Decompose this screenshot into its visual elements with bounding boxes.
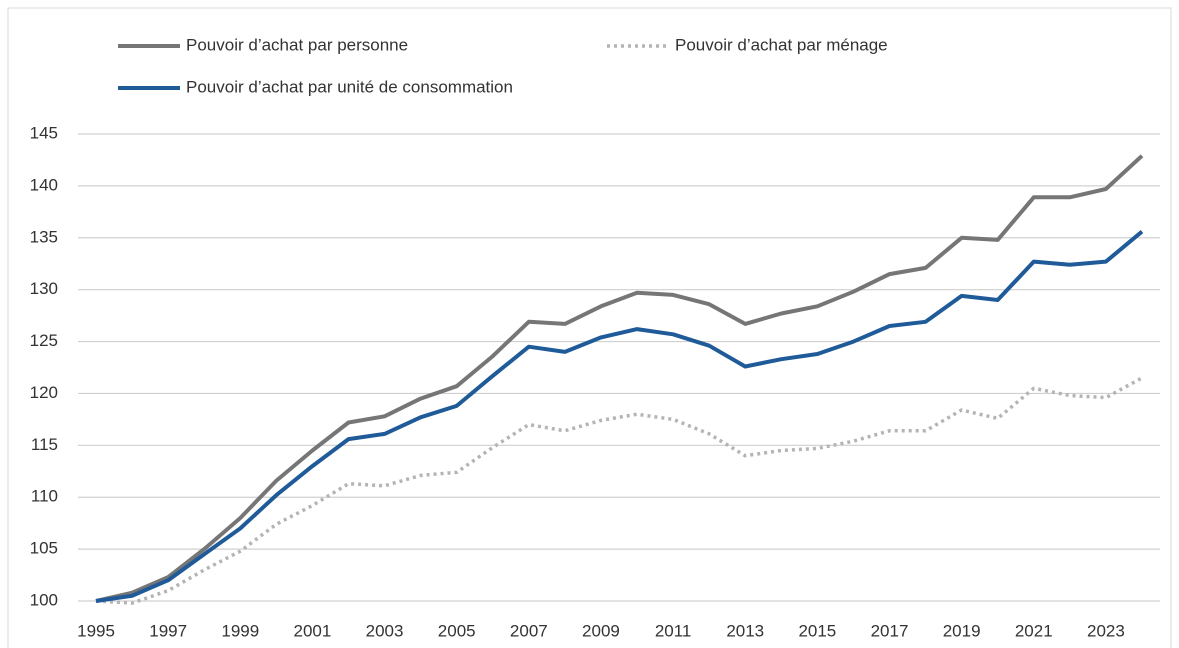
x-tick-label: 1999 bbox=[221, 621, 259, 640]
x-tick-label: 2021 bbox=[1015, 621, 1053, 640]
y-tick-label: 130 bbox=[30, 279, 58, 298]
x-tick-label: 2013 bbox=[726, 621, 764, 640]
x-tick-label: 2011 bbox=[655, 621, 692, 640]
legend-label: Pouvoir d’achat par unité de consommatio… bbox=[186, 77, 513, 96]
y-tick-label: 125 bbox=[30, 331, 58, 350]
x-tick-label: 2003 bbox=[366, 621, 404, 640]
x-tick-label: 2017 bbox=[871, 621, 909, 640]
y-tick-label: 135 bbox=[30, 227, 58, 246]
x-tick-label: 2007 bbox=[510, 621, 548, 640]
legend-label: Pouvoir d’achat par personne bbox=[186, 35, 408, 54]
y-tick-label: 145 bbox=[30, 123, 58, 142]
y-tick-label: 105 bbox=[30, 539, 58, 558]
y-tick-label: 120 bbox=[30, 383, 58, 402]
x-tick-label: 2015 bbox=[798, 621, 836, 640]
y-tick-label: 140 bbox=[30, 175, 58, 194]
line-series bbox=[95, 154, 1144, 603]
x-tick-label: 2001 bbox=[294, 621, 332, 640]
line-series bbox=[95, 230, 1144, 603]
x-tick-label: 2019 bbox=[943, 621, 981, 640]
chart-frame bbox=[7, 7, 1172, 648]
y-tick-label: 100 bbox=[30, 590, 58, 609]
legend-label: Pouvoir d’achat par ménage bbox=[675, 35, 888, 54]
y-tick-label: 110 bbox=[31, 487, 58, 506]
x-tick-label: 2009 bbox=[582, 621, 620, 640]
x-tick-label: 1995 bbox=[77, 621, 115, 640]
x-tick-label: 2005 bbox=[438, 621, 476, 640]
line-series bbox=[95, 376, 1143, 605]
y-tick-label: 115 bbox=[31, 435, 58, 454]
x-tick-label: 2023 bbox=[1087, 621, 1125, 640]
x-tick-label: 1997 bbox=[149, 621, 187, 640]
